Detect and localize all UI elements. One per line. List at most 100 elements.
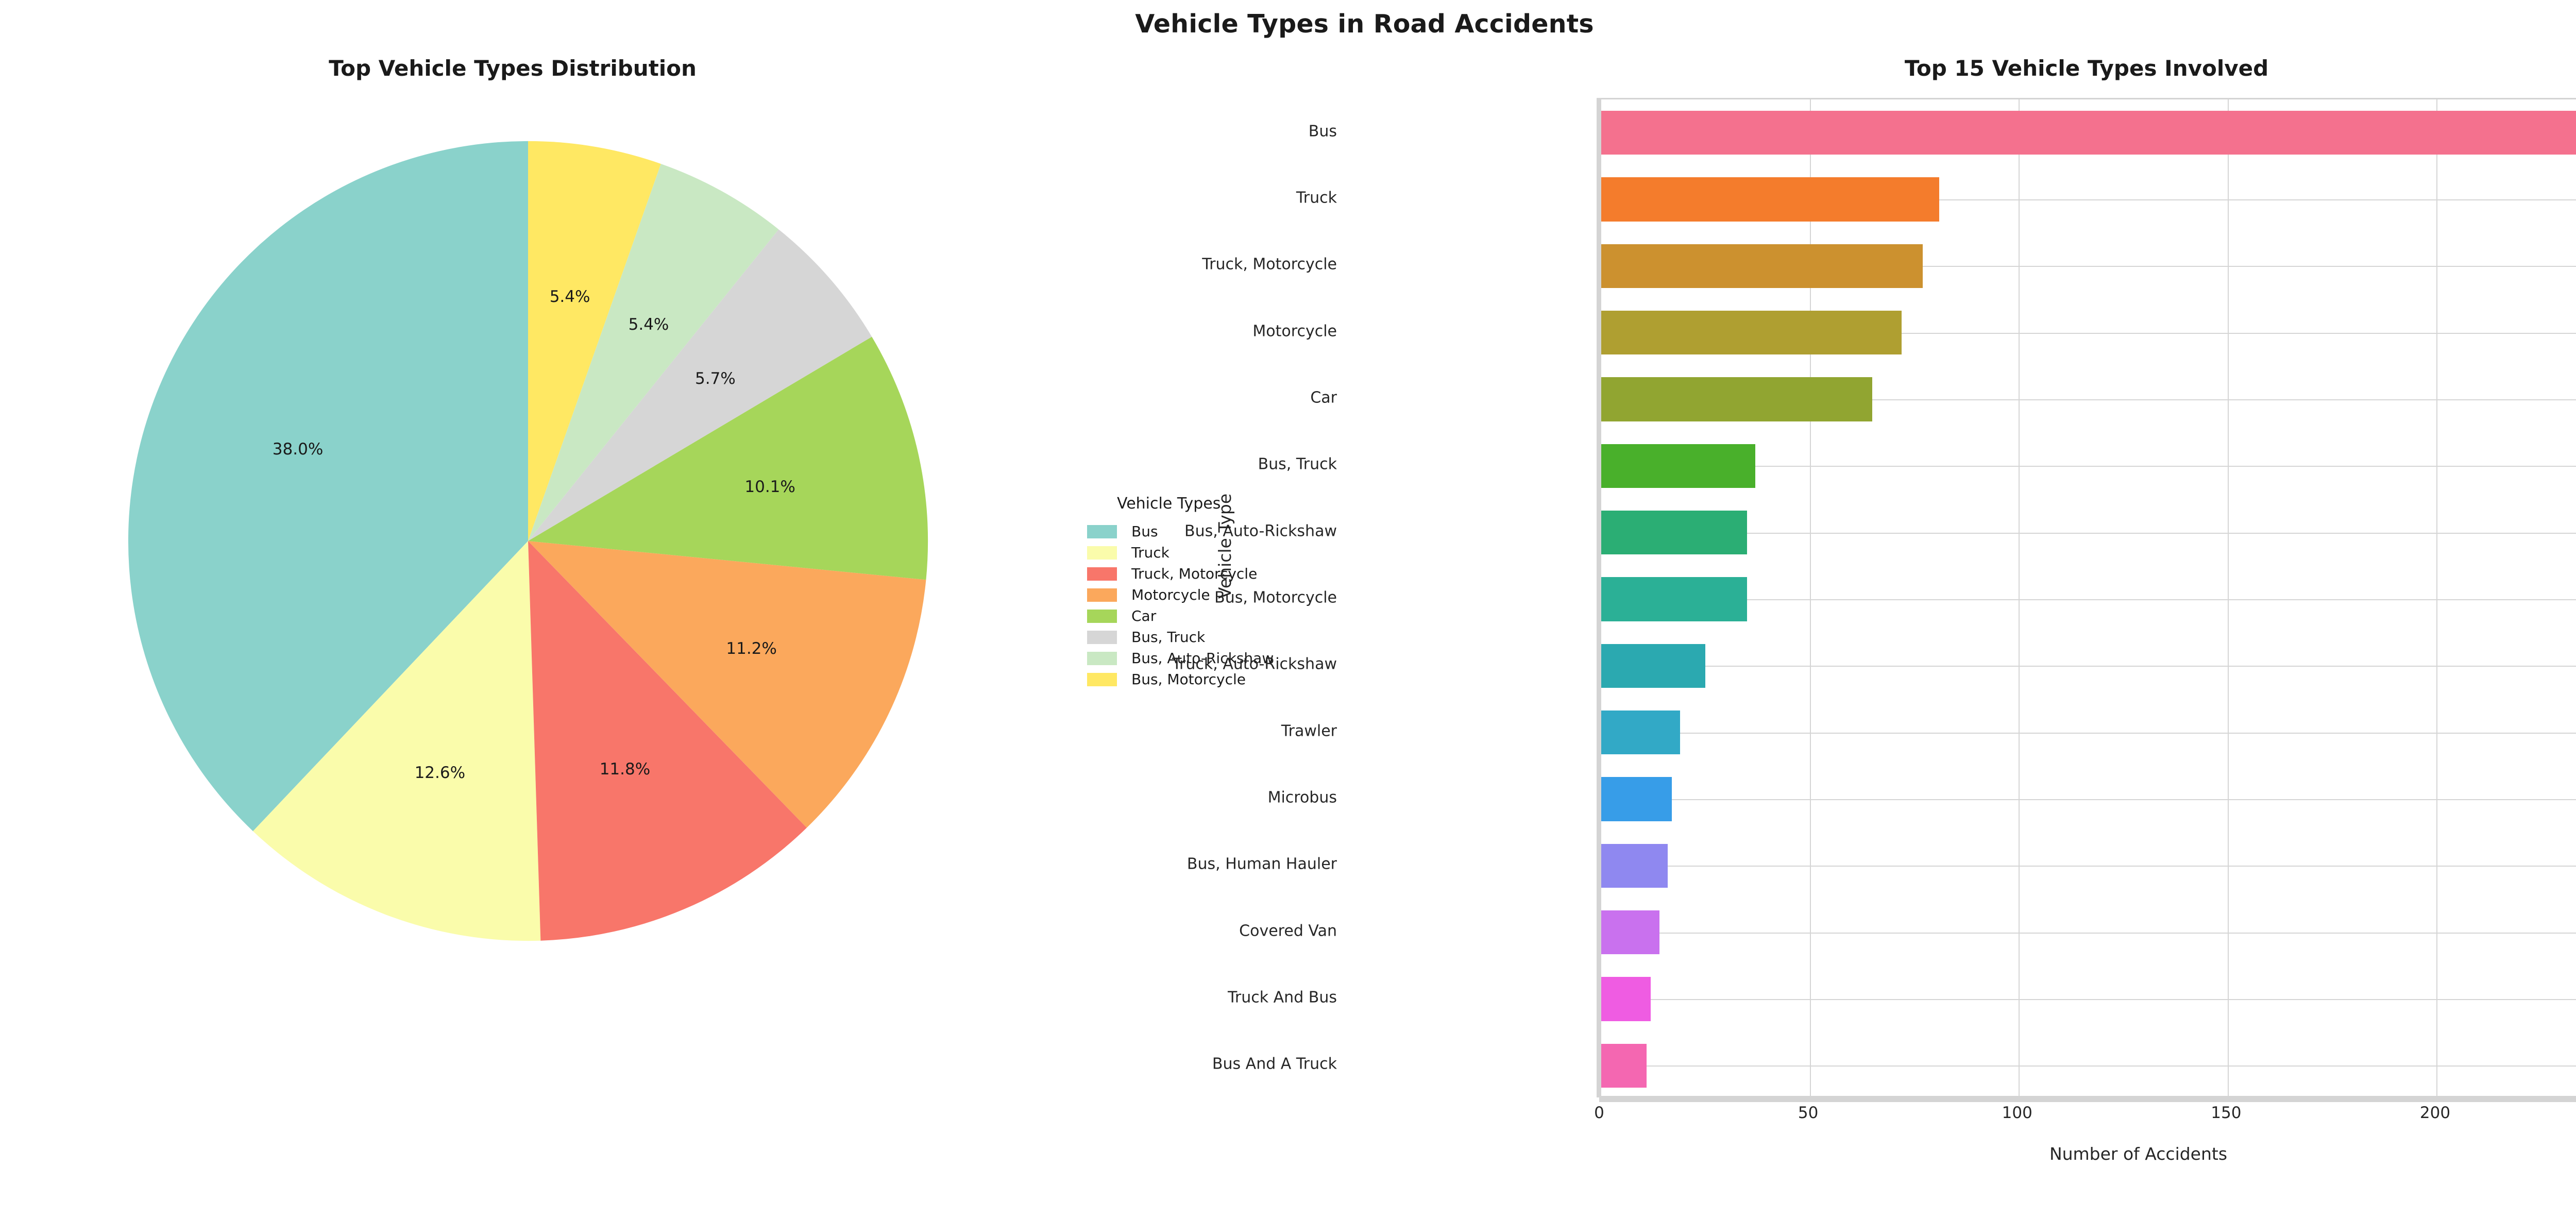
bar-chart-title: Top 15 Vehicle Types Involved (1904, 56, 2269, 81)
horizontal-gridline (1601, 532, 2576, 534)
pie-slice (528, 163, 779, 542)
horizontal-gridline (1601, 332, 2576, 334)
legend-item-label: Motorcycle (1131, 586, 1210, 603)
legend-title: Vehicle Types (1117, 495, 1221, 513)
legend-swatch-icon (1087, 630, 1117, 644)
legend-item: Bus, Truck (1087, 627, 1355, 648)
bar (1601, 977, 1651, 1021)
bar (1601, 244, 1923, 289)
legend-swatch-icon (1087, 672, 1117, 686)
legend-item: Bus, Auto-Rickshaw (1087, 648, 1355, 669)
pie-slice (528, 336, 928, 580)
pie-slice-percentage: 5.7% (694, 369, 736, 388)
bar (1601, 577, 1747, 621)
y-axis-tick-label: Truck And Bus (1227, 988, 1337, 1007)
vertical-gridline (2227, 99, 2229, 1096)
y-axis-tick-label: Microbus (1267, 788, 1337, 807)
bar-fill (1601, 244, 1923, 289)
bar (1601, 843, 1668, 888)
pie-slices (128, 141, 928, 941)
pie-slice (528, 541, 926, 828)
x-axis-tick-label: 200 (2419, 1104, 2451, 1122)
horizontal-gridline (1601, 266, 2576, 267)
legend-swatch-icon (1087, 525, 1117, 538)
legend-item: Car (1087, 605, 1355, 627)
bar (1601, 311, 1902, 355)
vertical-gridline (2436, 99, 2438, 1096)
x-axis-tick-label: 0 (1594, 1104, 1604, 1122)
pie-chart-panel: Top Vehicle Types Distribution 38.0% 12.6… (31, 41, 994, 1149)
y-axis-tick-label: Truck, Motorcycle (1202, 255, 1337, 274)
bar-fill (1601, 444, 1756, 488)
pie-slice (128, 141, 528, 832)
y-axis-tick-label: Bus And A Truck (1212, 1055, 1337, 1073)
vertical-gridline (2019, 99, 2020, 1096)
y-axis-tick-label: Bus, Auto-Rickshaw (1184, 522, 1337, 540)
horizontal-gridline (1601, 599, 2576, 600)
legend-item-label: Truck, Motorcycle (1131, 565, 1258, 582)
legend-item-label: Bus, Truck (1131, 629, 1206, 646)
horizontal-gridline (1601, 399, 2576, 400)
y-axis-tick-label: Bus, Truck (1258, 455, 1337, 473)
legend-item-label: Car (1131, 607, 1157, 624)
y-axis-tick-label: Motorcycle (1252, 322, 1337, 341)
bar (1601, 1043, 1647, 1088)
horizontal-gridline (1601, 866, 2576, 867)
bar-fill (1601, 777, 1672, 821)
pie-slice-percentage: 12.6% (414, 763, 466, 782)
pie-slice-percentage: 11.8% (599, 759, 651, 779)
legend-item: Bus (1087, 521, 1355, 542)
bar-fill (1601, 577, 1747, 621)
legend-swatch-icon (1087, 546, 1117, 560)
pie-legend: Vehicle Types Bus Truck Truck, Motorcycle M… (1087, 495, 1355, 690)
bar-fill (1601, 1043, 1647, 1088)
bar-fill (1601, 377, 1873, 421)
y-axis-tick-label: Truck (1296, 189, 1337, 207)
pie-chart-title: Top Vehicle Types Distribution (329, 56, 697, 81)
horizontal-gridline (1601, 932, 2576, 934)
y-axis-tick-label: Covered Van (1239, 922, 1337, 940)
legend-swatch-icon (1087, 651, 1117, 665)
bar (1601, 444, 1756, 488)
horizontal-gridline (1601, 999, 2576, 1000)
legend-item: Bus, Motorcycle (1087, 669, 1355, 690)
y-axis-tick-label: Bus, Human Hauler (1187, 855, 1337, 873)
pie-chart: 38.0% 12.6% 11.8% 11.2% 10.1% 5.7% 5.4% 5.4% (126, 139, 930, 943)
bar-fill (1601, 177, 1940, 222)
horizontal-gridline (1601, 1065, 2576, 1067)
legend-item-label: Bus (1131, 523, 1158, 540)
pie-slice (528, 229, 872, 541)
figure-title: Vehicle Types in Road Accidents (1135, 9, 1594, 39)
pie-slice-percentage: 5.4% (549, 287, 590, 306)
bar-fill (1601, 843, 1668, 888)
legend-item-label: Bus, Motorcycle (1131, 671, 1246, 688)
legend-item-label: Bus, Auto-Rickshaw (1131, 650, 1274, 667)
bar (1601, 711, 1681, 755)
vertical-gridline (1809, 99, 1811, 1096)
bar-fill (1601, 910, 1659, 955)
x-axis-title: Number of Accidents (2049, 1144, 2228, 1164)
bar-fill (1601, 644, 1705, 688)
y-axis-line (1597, 98, 1601, 1097)
horizontal-gridline (1601, 732, 2576, 734)
y-axis-tick-label: Trawler (1281, 722, 1337, 740)
bar (1601, 377, 1873, 421)
legend-swatch-icon (1087, 567, 1117, 581)
bar-plot-area (1599, 98, 2576, 1097)
legend-item-label: Truck (1131, 544, 1170, 561)
pie-slice-percentage: 10.1% (744, 478, 795, 497)
y-axis-tick-label: Bus (1308, 122, 1337, 141)
bar (1601, 644, 1705, 688)
pie-slice (528, 141, 661, 541)
pie-slice-percentage: 11.2% (726, 639, 777, 658)
bar (1601, 111, 2576, 155)
x-axis-tick-label: 150 (2211, 1104, 2242, 1122)
pie-slice-percentage: 5.4% (628, 315, 669, 334)
legend-swatch-icon (1087, 609, 1117, 623)
bar (1601, 910, 1659, 955)
bar-chart-panel: Top 15 Vehicle Types Involved Vehicle Ty… (1172, 41, 2576, 1190)
pie-slice-percentage: 38.0% (272, 439, 324, 459)
bar-fill (1601, 711, 1681, 755)
legend-item: Truck, Motorcycle (1087, 563, 1355, 584)
